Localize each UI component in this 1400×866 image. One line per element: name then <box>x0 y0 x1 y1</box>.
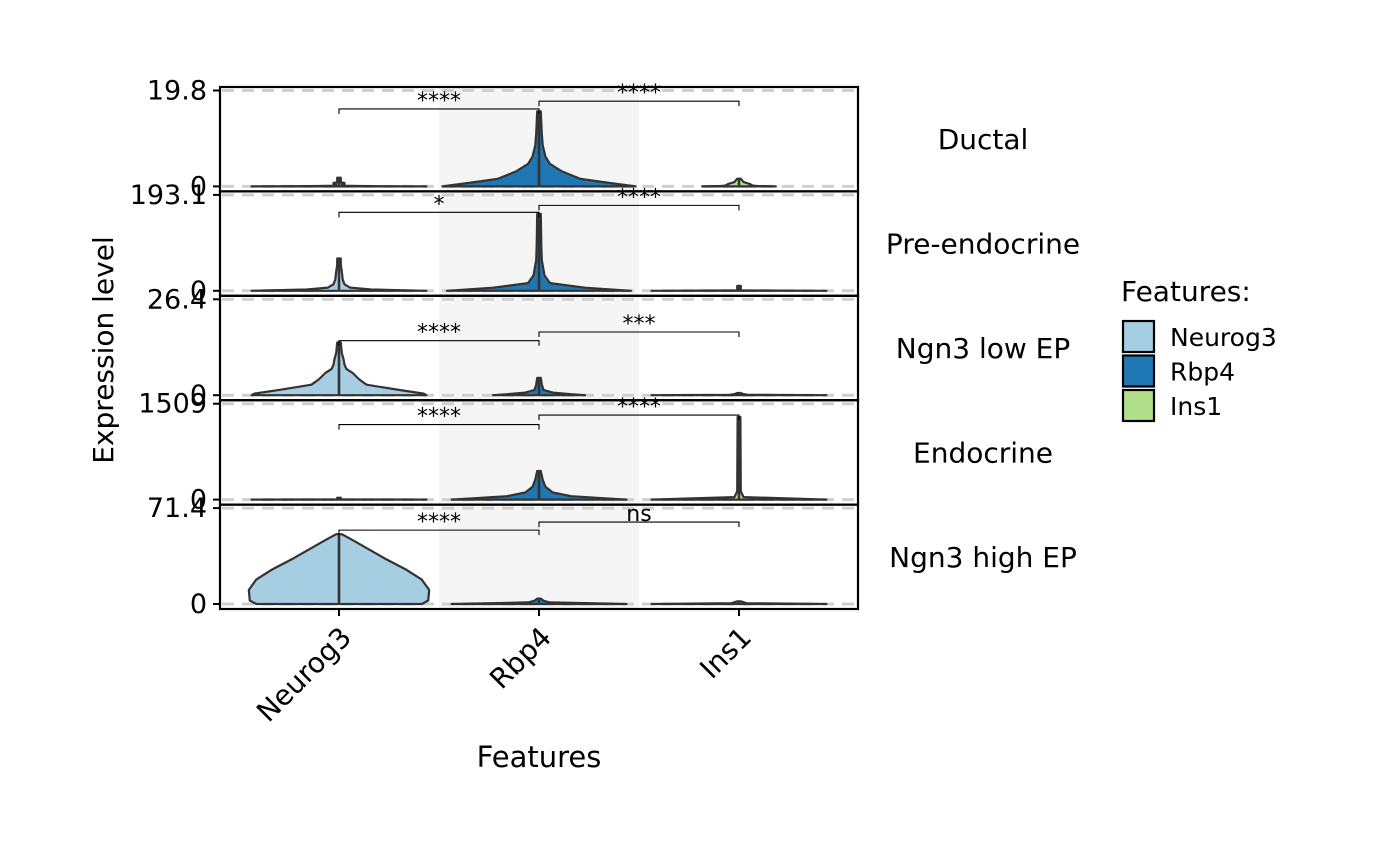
panel-ductal: **** **** <box>222 81 856 188</box>
comparison-neurog3-rbp4-label: **** <box>417 89 461 114</box>
legend-label-rbp4: Rbp4 <box>1170 358 1235 387</box>
comparison-neurog3-rbp4-bracket <box>338 424 540 430</box>
y-tick-label: 26.4 <box>147 284 207 315</box>
comparison-neurog3-rbp4-bracket <box>338 211 540 218</box>
facet-label: Endocrine <box>913 436 1053 469</box>
facet-label: Pre-endocrine <box>886 228 1080 261</box>
comparison-neurog3-rbp4-bracket <box>338 108 540 114</box>
y-tick-label: 193.1 <box>130 180 207 211</box>
comparison-neurog3-rbp4-bracket <box>338 529 540 536</box>
comparison-neurog3-rbp4-label: **** <box>417 321 461 346</box>
comparison-rbp4-ins1-label: **** <box>617 185 661 210</box>
legend-label-neurog3: Neurog3 <box>1170 323 1277 352</box>
y-tick-label: 0 <box>190 589 207 620</box>
comparison-rbp4-ins1-bracket <box>538 331 740 337</box>
y-tick-label: 0 <box>190 171 207 202</box>
y-tick-label: 71.4 <box>147 493 207 524</box>
legend-swatch-ins1 <box>1121 388 1156 423</box>
legend-swatch-neurog3 <box>1121 319 1156 354</box>
y-tick-label: 19.8 <box>147 76 207 107</box>
legend-title: Features: <box>1121 275 1251 308</box>
x-tick-label: Ins1 <box>693 621 758 686</box>
y-tick-label: 0 <box>190 276 207 307</box>
panels: **** ***** ******** ******* ******** ns <box>222 81 856 606</box>
panel-ngn3-high-ep: **** ns <box>222 502 856 606</box>
plot-frame <box>218 85 860 611</box>
comparison-neurog3-rbp4-label: **** <box>417 510 461 535</box>
y-tick-label: 1509 <box>138 389 207 420</box>
comparison-neurog3-rbp4-bracket <box>338 340 540 346</box>
panel-pre-endocrine: * **** <box>222 185 856 293</box>
x-axis-title: Features <box>477 740 602 774</box>
comparison-rbp4-ins1-label: ns <box>626 502 651 527</box>
comparison-rbp4-ins1-label: *** <box>623 312 656 337</box>
comparison-rbp4-ins1-bracket <box>538 414 740 421</box>
comparison-rbp4-ins1-bracket <box>538 204 740 211</box>
facet-label: Ductal <box>938 123 1029 156</box>
y-tick-label: 0 <box>190 380 207 411</box>
legend-swatch-rbp4 <box>1121 354 1156 388</box>
y-tick-label: 0 <box>190 485 207 516</box>
comparison-neurog3-rbp4-label: * <box>434 192 445 217</box>
y-axis-title: Expression level <box>87 236 120 463</box>
facet-label: Ngn3 high EP <box>889 541 1077 574</box>
comparison-neurog3-rbp4-label: **** <box>417 405 461 430</box>
panel-ngn3-low-ep: **** *** <box>222 297 856 397</box>
x-tick-label: Rbp4 <box>483 621 558 696</box>
x-tick-label: Neurog3 <box>250 621 358 729</box>
legend-label-ins1: Ins1 <box>1170 392 1222 421</box>
comparison-rbp4-ins1-label: **** <box>617 81 661 106</box>
facet-label: Ngn3 low EP <box>896 332 1070 365</box>
comparison-rbp4-ins1-label: **** <box>617 395 661 420</box>
comparison-rbp4-ins1-bracket <box>538 100 740 107</box>
legend: Features: Neurog3 Rbp4 Ins1 <box>1121 275 1277 423</box>
comparison-rbp4-ins1-bracket <box>538 521 740 528</box>
